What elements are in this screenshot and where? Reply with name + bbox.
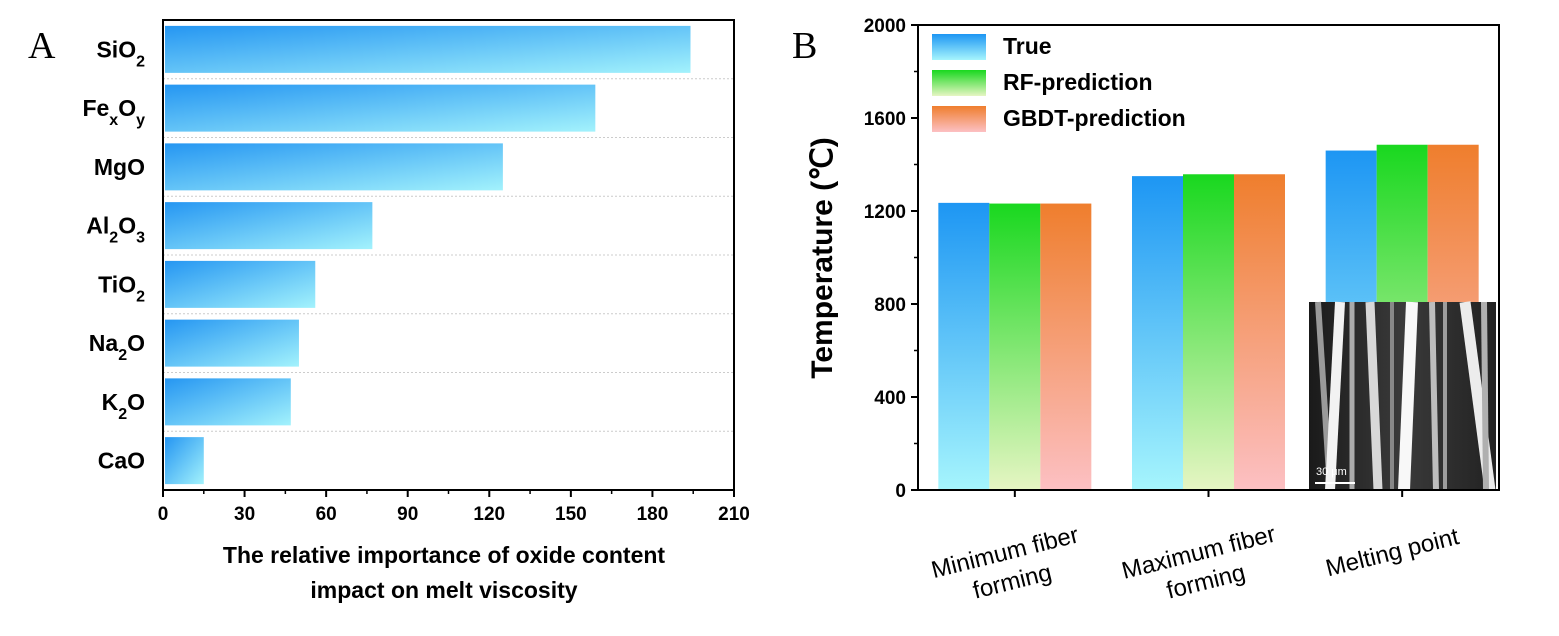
chart-b-y-ticks: 0 400 800 1200 1600 2000 [864,16,918,502]
bar [1234,174,1285,490]
bar [1183,174,1234,490]
legend-swatch [932,34,986,60]
category-label: Melting point [1323,523,1462,582]
x-tick-label: 120 [473,504,505,525]
chart-a-bars [165,25,691,485]
chart-a-x-ticks: 0 30 60 90 120 150 180 210 [158,490,750,525]
bar [1040,203,1092,490]
inset-sem-image: 30 μm [1309,301,1496,491]
y-tick-label: 1600 [864,109,906,130]
chart-a: 0 30 60 90 120 150 180 210 SiO2 FexOy MgO Al2O3 TiO… [82,19,750,603]
chart-b: 30 μm 0 400 800 1200 1600 2000 Minimum fiberf… [806,16,1500,614]
category-label: CaO [98,448,145,474]
bar [989,203,1041,490]
x-tick-label: 210 [718,504,750,525]
bar [165,143,503,191]
legend-swatch [932,70,986,96]
category-label: Na2O [89,330,145,364]
bar [165,260,316,308]
category-label: Al2O3 [86,213,145,247]
bar [165,437,204,485]
chart-a-grid [163,78,734,432]
bar [1132,176,1183,490]
chart-b-legend: True RF-prediction GBDT-prediction [932,33,1186,132]
x-tick-label: 90 [397,504,418,525]
x-tick-label: 30 [234,504,255,525]
bar [165,84,596,132]
bar [165,202,373,250]
chart-a-xlabel-line1: The relative importance of oxide content [223,542,666,568]
y-tick-label: 1200 [864,202,906,223]
bar [165,25,691,73]
chart-b-ylabel: Temperature (℃) [806,137,839,379]
y-tick-label: 800 [874,295,906,316]
x-tick-label: 0 [158,504,169,525]
legend-label: RF-prediction [1003,69,1153,95]
panel-b-letter: B [792,25,817,67]
bar [938,202,990,491]
bar [165,378,291,426]
legend-swatch [932,106,986,132]
category-label: Maximum fiberforming [1119,521,1285,614]
chart-a-xlabel-line2: impact on melt viscosity [310,577,577,603]
category-label: Minimum fiberforming [929,521,1089,613]
y-tick-label: 0 [895,481,906,502]
chart-b-categories: Minimum fiberforming Maximum fiberforming… [929,490,1462,614]
category-label: TiO2 [98,271,145,305]
category-label: SiO2 [96,36,145,70]
x-tick-label: 180 [637,504,669,525]
bar [165,319,299,367]
y-tick-label: 2000 [864,16,906,37]
panel-a-letter: A [28,25,56,67]
inset-scale-label: 30 μm [1316,466,1347,478]
category-label: K2O [102,389,145,423]
legend-label: GBDT-prediction [1003,105,1186,131]
legend-label: True [1003,33,1052,59]
x-tick-label: 60 [316,504,337,525]
x-tick-label: 150 [555,504,587,525]
y-tick-label: 400 [874,388,906,409]
category-label: MgO [94,154,145,180]
category-label: FexOy [82,95,145,129]
chart-a-categories: SiO2 FexOy MgO Al2O3 TiO2 Na2O K2O CaO [82,36,145,473]
